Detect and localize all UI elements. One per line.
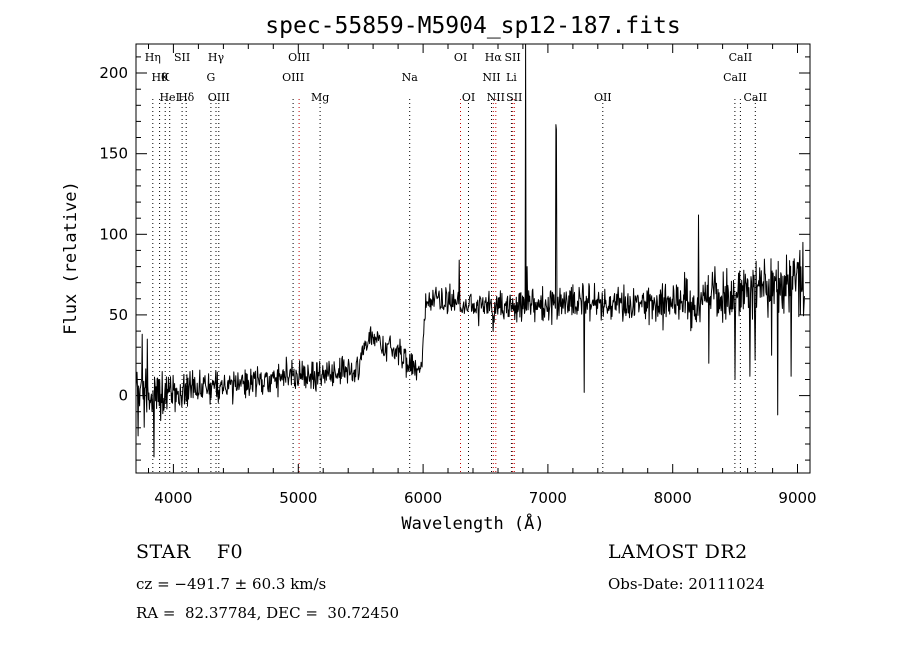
spectral-line-label: Mg [311,91,329,104]
spectral-line-label: SII [504,51,520,64]
x-tick-label: 9000 [778,489,816,507]
spectral-line-label: OIII [282,71,304,84]
spectrum-series-line [135,43,805,458]
spectral-line-label: OIII [288,51,310,64]
x-tick-label: 4000 [154,489,192,507]
survey-name: LAMOST DR2 [608,541,748,563]
y-tick-label: 50 [109,306,128,324]
spectral-line-label: Na [402,71,419,84]
spectral-line-label: NII [482,71,500,84]
object-class: STAR F0 [136,541,244,563]
spectral-line-label: Hα [485,51,503,64]
chart-title: spec-55859-M5904_sp12-187.fits [265,13,680,39]
axis-ticks: 4000 5000 6000 7000 8000 9000 0 50 100 150 200 [99,44,817,507]
plot-frame [135,43,811,474]
y-tick-label: 100 [99,225,128,243]
spectral-line-label: Hη [145,51,161,64]
spectral-line-label: SII [506,91,522,104]
spectral-line-label: NII [487,91,505,104]
y-tick-label: 200 [99,64,128,82]
spectral-line-label: OI [454,51,467,64]
spectral-line-label: Hγ [208,51,225,64]
spectral-line-label: OII [594,91,612,104]
y-tick-label: 150 [99,145,128,163]
spectral-line-label: HeI [159,91,179,104]
spectral-line-label: Hδ [178,91,195,104]
x-tick-label: 5000 [279,489,317,507]
x-tick-label: 7000 [529,489,567,507]
spectral-line-label: Li [506,71,517,84]
spectral-line-label: Hθ [151,71,168,84]
redshift-value: cz = −491.7 ± 60.3 km/s [136,575,327,593]
spectral-line-label: CaII [743,91,767,104]
coordinates: RA = 82.37784, DEC = 30.72450 [136,604,400,622]
spectral-line-label: OI [462,91,475,104]
y-tick-label: 0 [118,387,128,405]
spectral-line-label: OIII [208,91,230,104]
spectral-line-markers: Hη HθK HeI SII Hδ G Hγ OIII OIII OIII Mg Na OI OI NII H… [145,51,767,473]
x-tick-label: 6000 [404,489,442,507]
spectral-line-label: CaII [723,71,747,84]
x-axis-label: Wavelength (Å) [401,512,544,534]
spectral-line-label: K [161,71,170,84]
y-axis-label: Flux (relative) [61,181,81,335]
spectral-line-label: G [207,71,216,84]
x-tick-label: 8000 [654,489,692,507]
observation-date: Obs-Date: 20111024 [608,575,765,593]
spectral-line-label: CaII [729,51,753,64]
spectrum-trace-layer [135,43,805,458]
spectral-line-label: SII [174,51,190,64]
